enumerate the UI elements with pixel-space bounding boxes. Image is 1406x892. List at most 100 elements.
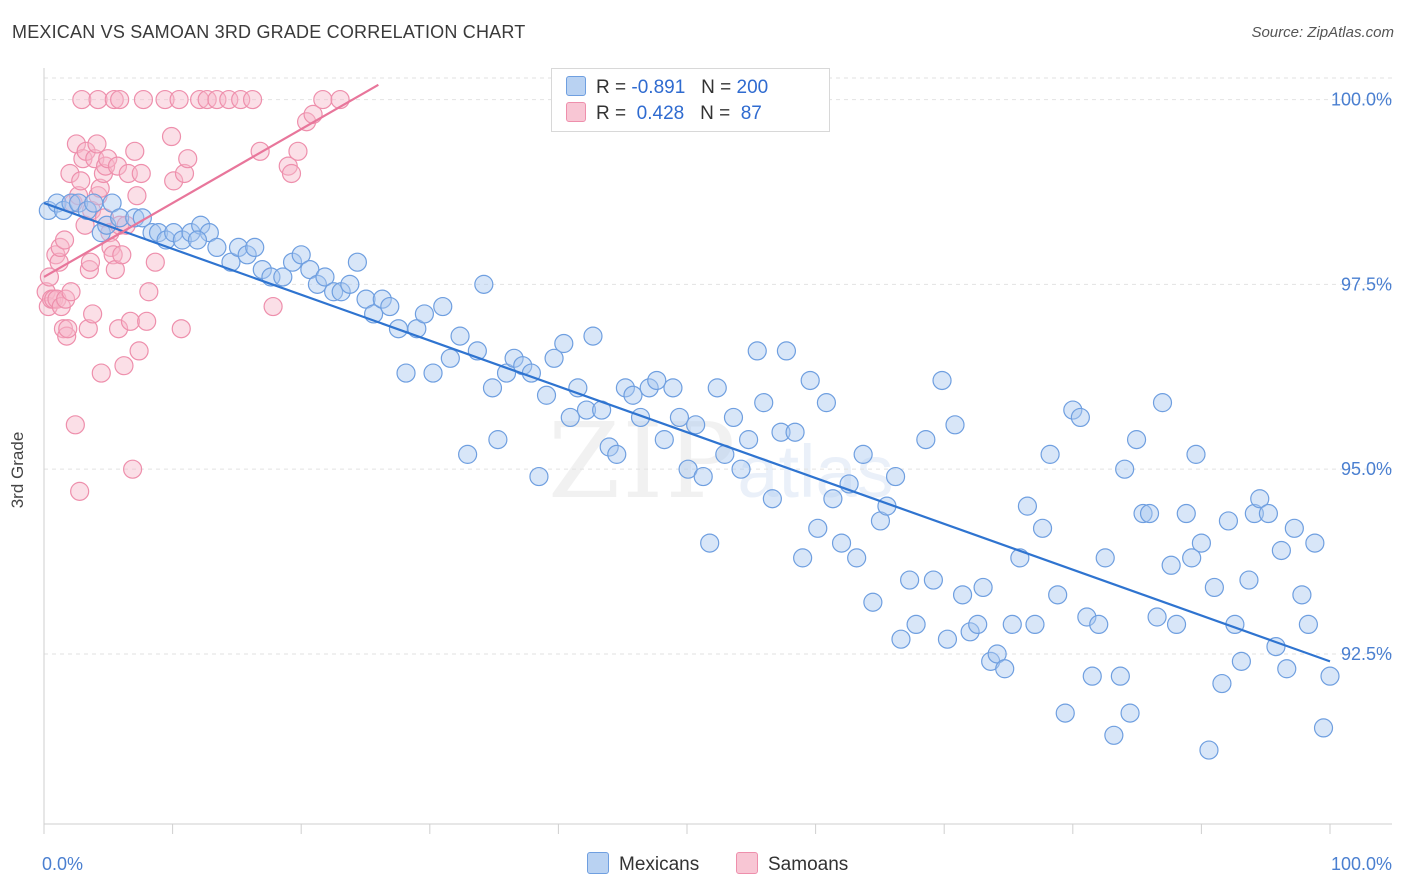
- samoan-point: [169, 89, 189, 110]
- mexican-point: [1017, 496, 1038, 516]
- mexican-point: [1089, 614, 1109, 635]
- mexican-point: [380, 296, 400, 317]
- mexican-point: [1266, 636, 1286, 657]
- mexican-point: [932, 370, 952, 391]
- mexican-point: [1218, 511, 1239, 531]
- mexican-point: [847, 548, 867, 568]
- samoan-point: [164, 171, 184, 191]
- samoan-point: [108, 319, 129, 339]
- samoan-point: [70, 481, 90, 501]
- bottom-legend-mexicans: Mexicans: [587, 852, 699, 876]
- samoan-point: [110, 89, 130, 110]
- mexican-point: [952, 585, 973, 605]
- mexican-point: [669, 407, 690, 428]
- mexican-point: [1239, 570, 1259, 590]
- samoan-point: [281, 163, 302, 184]
- mexican-point: [187, 230, 208, 250]
- mexican-point: [1040, 444, 1060, 464]
- mexican-point: [906, 614, 926, 635]
- mexican-point: [1305, 533, 1325, 553]
- mexican-point: [583, 326, 603, 346]
- x-tick-label: 100.0%: [1331, 854, 1392, 874]
- samoan-point: [79, 259, 99, 280]
- mexican-point: [1271, 540, 1291, 561]
- samoan-point: [127, 186, 147, 206]
- mexican-point: [723, 407, 744, 428]
- legend-swatch-samoans: [566, 102, 586, 122]
- mexican-point: [700, 533, 720, 553]
- mexican-point: [1077, 607, 1097, 627]
- mexican-point: [1152, 393, 1173, 413]
- mexican-point: [599, 437, 619, 457]
- mexican-point: [831, 533, 852, 553]
- mexican-point: [1139, 503, 1160, 524]
- mexican-point: [808, 518, 828, 538]
- legend-row-samoans: R = 0.428 N = 87: [566, 102, 762, 126]
- mexican-point: [1320, 666, 1340, 686]
- samoan-point: [155, 89, 175, 110]
- mexican-point: [693, 466, 713, 487]
- mexican-point: [1104, 725, 1124, 745]
- samoan-point: [83, 304, 103, 324]
- samoan-point: [58, 319, 78, 339]
- chart-title: MEXICAN VS SAMOAN 3RD GRADE CORRELATION …: [12, 22, 526, 42]
- mexican-point: [863, 592, 883, 612]
- mexican-point: [816, 393, 837, 413]
- mexican-point: [623, 385, 643, 405]
- mexican-point: [423, 363, 443, 383]
- samoan-point: [137, 311, 157, 331]
- samoans-trend-line: [43, 83, 379, 278]
- samoan-point: [133, 89, 154, 110]
- mexican-point: [973, 577, 993, 598]
- samoan-point: [57, 326, 77, 346]
- mexican-point: [1032, 518, 1053, 538]
- samoan-point: [91, 363, 111, 383]
- mexican-point: [315, 267, 335, 287]
- samoan-point: [68, 186, 89, 206]
- samoan-point: [288, 141, 308, 161]
- mexican-point: [440, 348, 460, 368]
- mexican-point: [776, 341, 797, 361]
- mexican-point: [1095, 548, 1115, 568]
- samoan-point: [171, 319, 191, 339]
- mexican-point: [458, 444, 478, 464]
- samoan-point: [139, 282, 159, 302]
- mexican-point: [853, 444, 873, 464]
- legend-r-label: R =: [596, 77, 627, 98]
- mexican-point: [1199, 740, 1219, 760]
- mexican-point: [536, 385, 557, 405]
- samoan-point: [87, 134, 107, 154]
- mexican-point: [560, 407, 580, 428]
- legend-n-value: 87: [735, 103, 762, 124]
- mexican-point: [450, 326, 470, 346]
- samoan-point: [61, 282, 81, 302]
- mexican-point: [307, 274, 328, 294]
- mexican-point: [747, 341, 767, 361]
- mexican-point: [1258, 503, 1279, 524]
- legend-r-label: R =: [596, 103, 627, 124]
- legend-n-value: 200: [736, 77, 769, 98]
- samoan-point: [145, 252, 165, 272]
- samoan-point: [174, 163, 195, 184]
- mexican-point: [686, 415, 706, 435]
- mexican-point: [785, 422, 805, 442]
- mexican-point: [291, 245, 311, 265]
- mexican-point: [396, 363, 416, 383]
- mexican-point: [1110, 666, 1130, 686]
- mexicans-trend-line: [43, 202, 1331, 663]
- mexican-point: [1025, 614, 1045, 635]
- mexican-point: [615, 378, 636, 398]
- mexican-point: [663, 378, 683, 398]
- bottom-legend-swatch-mexicans: [587, 852, 609, 874]
- bottom-legend-label-mexicans: Mexicans: [619, 854, 700, 875]
- bottom-legend-samoans: Samoans: [736, 852, 848, 876]
- y-tick-label: 100.0%: [1331, 90, 1392, 110]
- mexican-point: [647, 370, 667, 391]
- samoan-point: [78, 319, 98, 339]
- samoan-point: [131, 163, 151, 184]
- mexican-point: [771, 422, 791, 442]
- source-label: Source: ZipAtlas.com: [1251, 24, 1394, 41]
- mexican-point: [1115, 459, 1135, 479]
- mexican-point: [237, 245, 257, 265]
